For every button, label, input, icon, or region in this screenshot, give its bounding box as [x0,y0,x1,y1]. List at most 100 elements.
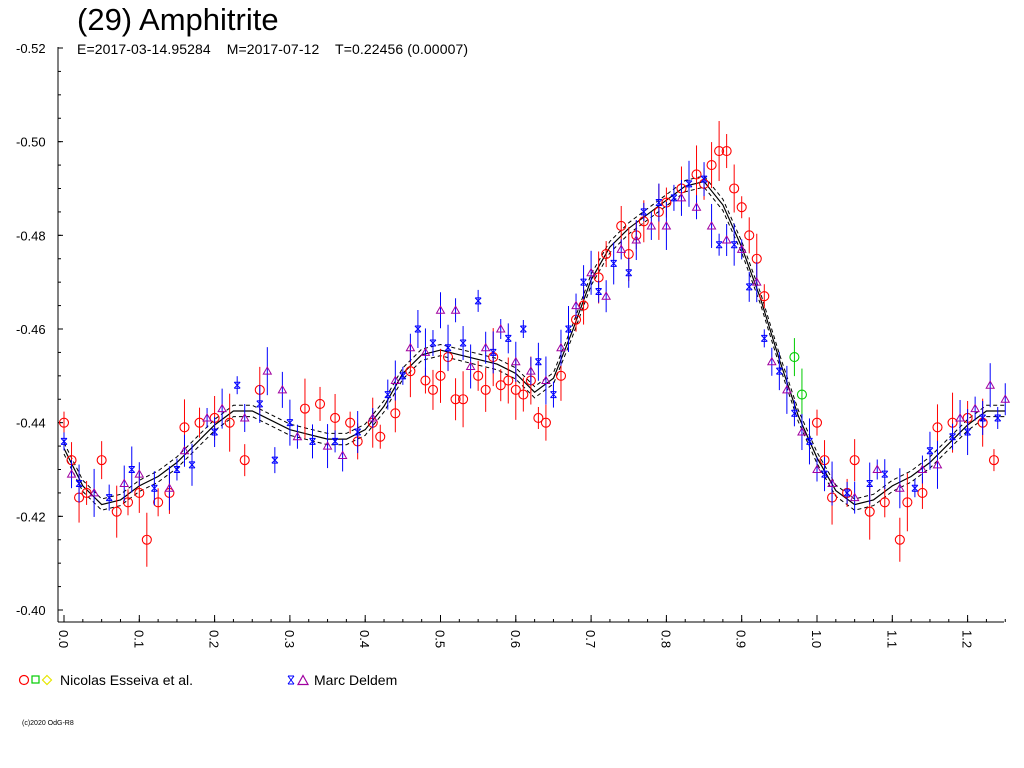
fit-upper-envelope [63,175,1006,500]
x-tick-label: 0.5 [433,630,448,648]
deldem-point [504,334,512,342]
deldem-point [262,366,273,375]
x-tick-label: 0.6 [508,630,523,648]
deldem-point [367,412,378,422]
x-tick-label: 1.0 [809,630,824,648]
esseiva-point [879,497,890,508]
deldem-point [173,466,181,473]
deldem-point [233,381,241,389]
deldem-point [955,412,965,422]
esseiva-marker-icon [18,674,53,686]
esseiva-point [390,408,401,419]
deldem-point [459,339,467,347]
deldem-point [390,375,401,385]
esseiva-point [510,384,521,395]
esseiva-point [849,455,860,466]
deldem-point [217,403,227,413]
esseiva-point [932,422,943,433]
deldem-point [881,470,889,478]
deldem-point [670,194,678,202]
deldem-point [601,291,612,300]
esseiva-point [111,506,122,517]
deldem-point [331,437,339,445]
deldem-point [211,428,218,436]
deldem-point [797,427,807,436]
deldem-point [766,356,777,366]
esseiva-point [224,417,235,428]
deldem-point [812,464,822,473]
deldem-point [827,478,837,488]
deldem-point [700,175,708,183]
esseiva-point [122,497,134,508]
deldem-marker-icon [287,674,310,686]
deldem-point [586,267,596,277]
esseiva-point [736,202,747,213]
deldem-point [322,441,333,450]
deldem-point [821,470,828,478]
deldem-point [271,456,279,464]
esseiva-point [744,230,755,241]
legend-item-deldem: Marc Deldem [286,672,397,688]
y-tick-label: -0.42 [16,509,46,524]
deldem-point [151,484,158,492]
deldem-point [917,464,928,473]
esseiva-point [299,403,311,414]
esseiva-point [495,380,506,391]
x-tick-label: 1.1 [884,630,899,648]
deldem-point [75,480,83,488]
esseiva-point [555,370,567,381]
deldem-point [640,208,648,216]
esseiva-point [458,394,469,405]
deldem-point [760,334,768,342]
deldem-point [685,180,693,188]
esseiva-point [81,487,92,498]
deldem-point [541,375,551,385]
y-tick-label: -0.40 [16,603,46,618]
deldem-point [550,391,557,399]
deldem-point [985,380,996,389]
deldem-point [384,391,392,399]
deldem-point [949,433,956,441]
deldem-point [256,400,264,408]
deldem-point [188,461,196,469]
deldem-point [429,339,437,347]
deldem-point [450,305,461,314]
deldem-point [721,235,732,244]
deldem-point [510,356,521,366]
deldem-point [309,437,316,445]
esseiva-point [330,412,341,424]
deldem-point [337,450,348,459]
deldem-point [474,297,482,305]
deldem-point [399,372,407,380]
deldem-point [556,342,566,352]
deldem-point [414,325,422,333]
esseiva-point [314,398,326,409]
x-tick-label: 0.2 [207,630,222,648]
deldem-point [655,199,663,207]
esseiva-point [518,389,529,400]
deldem-point [730,241,738,249]
y-tick-label: -0.48 [16,228,46,243]
deldem-point [202,412,212,422]
x-tick-label: 0.9 [734,630,749,648]
deldem-point [105,494,113,502]
deldem-point [806,437,813,445]
esseiva-point [796,389,807,400]
deldem-point [89,487,99,497]
deldem-point [519,325,527,333]
y-tick-label: -0.52 [16,41,46,56]
chart-axes: -0.52 -0.50 -0.48 -0.46 -0.44 -0.42 -0.40 0.0 0.… [16,41,1006,648]
deldem-point [964,428,971,436]
deldem-point [66,469,77,478]
deldem-point [420,347,431,356]
esseiva-point [578,300,589,311]
deldem-point [435,305,446,314]
series-esseiva [58,121,1000,567]
legend-label-esseiva: Nicolas Esseiva et al. [60,672,194,688]
deldem-point [979,414,987,422]
deldem-point [128,466,136,473]
deldem-point [525,366,536,375]
esseiva-point [864,506,875,517]
x-tick-label: 0.7 [583,630,598,648]
esseiva-point [473,370,484,381]
